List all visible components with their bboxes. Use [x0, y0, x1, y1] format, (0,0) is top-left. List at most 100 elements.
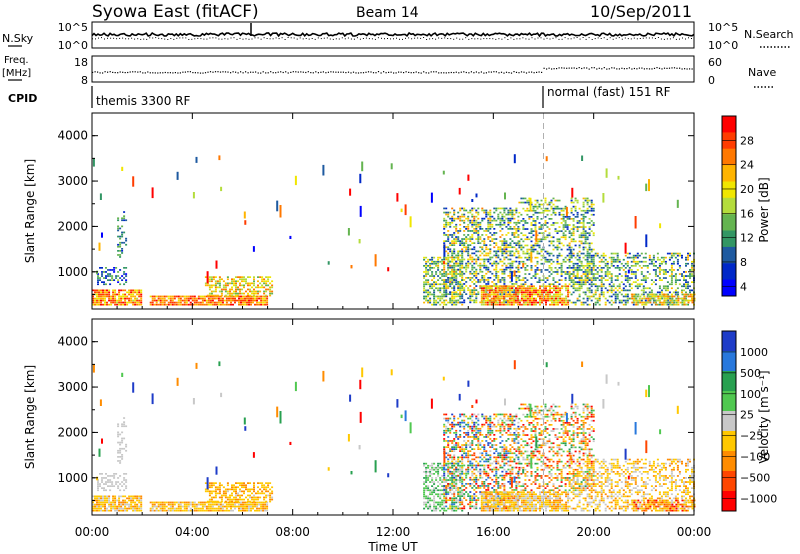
scatter-cell — [455, 262, 458, 265]
scatter-cell — [618, 273, 621, 275]
scatter-cell — [562, 213, 565, 216]
scatter-cell — [471, 266, 474, 269]
scatter-cell — [610, 285, 613, 288]
scatter-cell — [493, 238, 496, 240]
scatter-cell — [582, 291, 585, 294]
scatter-cell — [490, 301, 493, 304]
scatter-cell — [676, 291, 679, 294]
scatter-cell — [526, 238, 529, 241]
scatter-cell — [471, 264, 474, 267]
scatter-cell — [441, 258, 444, 261]
scatter-cell — [215, 297, 218, 300]
scatter-cell — [509, 242, 512, 244]
scatter-cell — [123, 215, 126, 217]
scatter-cell — [457, 268, 460, 271]
scatter-cell — [614, 293, 617, 296]
scatter-cell — [453, 209, 456, 212]
scatter-cell — [98, 507, 100, 510]
scatter-cell — [632, 258, 635, 261]
scatter-cell — [532, 248, 535, 251]
scatter-cell — [260, 503, 263, 506]
scatter-cell — [669, 299, 672, 302]
scatter-cell — [505, 256, 508, 259]
scatter-cell — [640, 283, 643, 286]
scatter-cell — [189, 503, 192, 506]
scatter-cell — [558, 279, 561, 281]
scatter-cell — [604, 303, 607, 306]
scatter-cell — [149, 501, 152, 504]
scatter-cell — [670, 262, 673, 265]
scatter-cell — [662, 260, 665, 263]
scatter-cell — [477, 207, 480, 210]
scatter-cell — [457, 299, 460, 302]
scatter-cell — [457, 240, 460, 242]
scatter-cell — [100, 301, 102, 304]
scatter-cell — [475, 230, 478, 232]
scatter-cell — [225, 501, 228, 504]
scatter-cell — [515, 277, 518, 279]
scatter-cell — [457, 289, 460, 291]
scatter-cell — [112, 501, 115, 504]
scatter-cell — [210, 278, 213, 281]
scatter-cell — [479, 270, 482, 273]
scatter-cell — [98, 295, 100, 298]
scatter-cell — [223, 509, 226, 512]
scatter-cell — [203, 303, 206, 306]
scatter-cell — [451, 252, 454, 255]
scatter-cell — [92, 289, 94, 292]
scatter-cell — [94, 497, 96, 500]
scatter-cell — [237, 286, 239, 289]
scatter-cell — [600, 289, 603, 292]
scatter-cell — [566, 218, 569, 220]
scatter-cell — [447, 258, 450, 261]
scatter-cell — [219, 295, 222, 298]
scatter-cell — [689, 254, 691, 257]
scatter-cell — [237, 280, 239, 283]
scatter-cell — [536, 201, 539, 204]
scatter-cell — [257, 290, 259, 293]
scatter-cell — [499, 240, 502, 242]
scatter-cell — [565, 303, 568, 306]
scatter-cell — [536, 218, 539, 220]
scatter-cell — [574, 216, 577, 218]
scatter-cell — [497, 254, 500, 257]
scatter-cell — [451, 297, 454, 300]
scatter-cell — [461, 207, 464, 210]
scatter-cell — [250, 297, 252, 300]
scatter-cell — [679, 297, 682, 300]
scatter-cell — [548, 228, 551, 230]
scatter-cell — [517, 234, 520, 236]
scatter-cell — [435, 273, 438, 275]
scatter-cell — [590, 254, 593, 257]
freq-dot — [117, 72, 119, 74]
nsearch-dot — [679, 38, 680, 40]
scatter-cell — [624, 303, 627, 306]
scatter-cell — [257, 292, 259, 295]
scatter-cell — [455, 230, 458, 232]
scatter-cell — [425, 273, 428, 275]
scatter-cell — [604, 275, 607, 277]
scatter-cell — [636, 287, 639, 290]
scatter-cell — [670, 254, 673, 257]
scatter-cell — [507, 223, 510, 226]
scatter-cell — [685, 271, 687, 273]
scatter-cell — [459, 297, 462, 300]
scatter-cell — [594, 289, 597, 292]
nsearch-dot — [450, 38, 452, 40]
scatter-cell — [121, 248, 124, 250]
nsearch-dot — [411, 38, 413, 40]
scatter-cell — [197, 303, 200, 306]
freq-dot — [302, 71, 304, 73]
scatter-cell — [449, 244, 452, 246]
scatter-cell — [134, 505, 137, 508]
scatter-cell — [687, 254, 689, 257]
scatter-cell — [588, 254, 591, 257]
scatter-cell — [107, 269, 109, 271]
scatter-cell — [121, 431, 124, 434]
scatter-cell — [501, 234, 504, 236]
freq-dot — [257, 72, 259, 74]
scatter-cell — [630, 273, 633, 275]
scatter-cell — [240, 509, 242, 512]
nsearch-dot — [212, 37, 214, 39]
scatter-cell — [463, 299, 466, 302]
